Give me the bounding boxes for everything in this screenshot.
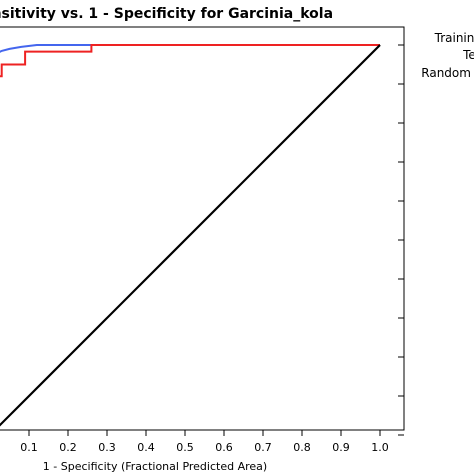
plot-frame: [0, 26, 405, 431]
legend: Training Tes Random P: [421, 31, 474, 80]
x-tick-label: 0.7: [254, 441, 272, 454]
x-tick-label: 0.2: [59, 441, 77, 454]
legend-entry: Tes: [462, 48, 474, 62]
x-tick-label: 0.6: [215, 441, 233, 454]
legend-entry: Training: [434, 31, 474, 45]
x-axis-title: 1 - Specificity (Fractional Predicted Ar…: [43, 460, 267, 473]
x-axis: 0.1 0.2 0.3 0.4 0.5 0.6 0.7 0.8 0.9 1.0: [20, 430, 389, 454]
x-tick-label: 0.1: [20, 441, 38, 454]
x-tick-label: 0.8: [293, 441, 311, 454]
chart-title: Sensitivity vs. 1 - Specificity for Garc…: [0, 6, 333, 22]
series-layer: [0, 44, 381, 427]
legend-entry: Random P: [421, 66, 474, 80]
series-line-2: [0, 44, 380, 78]
x-tick-label: 0.4: [137, 441, 155, 454]
x-tick-label: 0.3: [98, 441, 116, 454]
x-tick-label: 0.5: [176, 441, 194, 454]
series-line-3: [0, 44, 381, 427]
x-tick-label: 0.9: [332, 441, 350, 454]
x-tick-label: 1.0: [371, 441, 389, 454]
y-axis: [398, 44, 404, 436]
